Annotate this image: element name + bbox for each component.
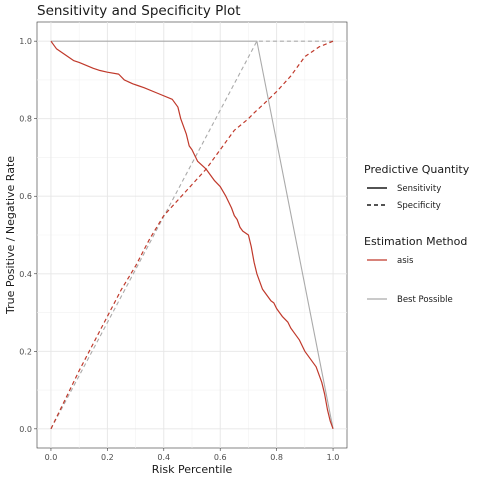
- x-tick-label: 0.6: [214, 453, 227, 462]
- y-tick-label: 0.6: [19, 192, 32, 201]
- legend-label-sensitivity: Sensitivity: [397, 184, 441, 194]
- x-tick-label: 0.4: [157, 453, 170, 462]
- series-layer: [50, 40, 334, 430]
- y-tick-label: 0.8: [19, 115, 32, 124]
- minor-gridlines: [37, 22, 347, 448]
- x-axis: 0.0 0.2 0.4 0.6 0.8 1.0: [45, 448, 340, 462]
- x-tick-label: 0.2: [101, 453, 114, 462]
- x-tick-label: 0.0: [45, 453, 58, 462]
- legend-title-quantity: Predictive Quantity: [364, 163, 470, 176]
- legend-title-method: Estimation Method: [364, 235, 467, 248]
- y-axis: 0.0 0.2 0.4 0.6 0.8 1.0: [19, 37, 37, 434]
- legend-label-best-possible: Best Possible: [397, 295, 453, 305]
- legend-label-asis: asis: [397, 256, 414, 266]
- y-tick-label: 0.0: [19, 425, 32, 434]
- series-line-asis-specificity: [50, 40, 334, 430]
- chart-title: Sensitivity and Specificity Plot: [37, 3, 241, 19]
- y-tick-label: 1.0: [19, 37, 32, 46]
- y-tick-label: 0.4: [19, 270, 32, 279]
- legend-label-specificity: Specificity: [397, 201, 441, 211]
- y-tick-label: 0.2: [19, 347, 32, 356]
- series-line-asis-sensitivity: [50, 40, 334, 430]
- series-line-best-possible-sensitivity: [50, 40, 334, 429]
- x-tick-label: 1.0: [327, 453, 340, 462]
- y-axis-title: True Positive / Negative Rate: [4, 156, 17, 315]
- legend: Predictive Quantity Sensitivity Specific…: [364, 163, 470, 305]
- x-tick-label: 0.8: [270, 453, 283, 462]
- x-axis-title: Risk Percentile: [152, 463, 233, 476]
